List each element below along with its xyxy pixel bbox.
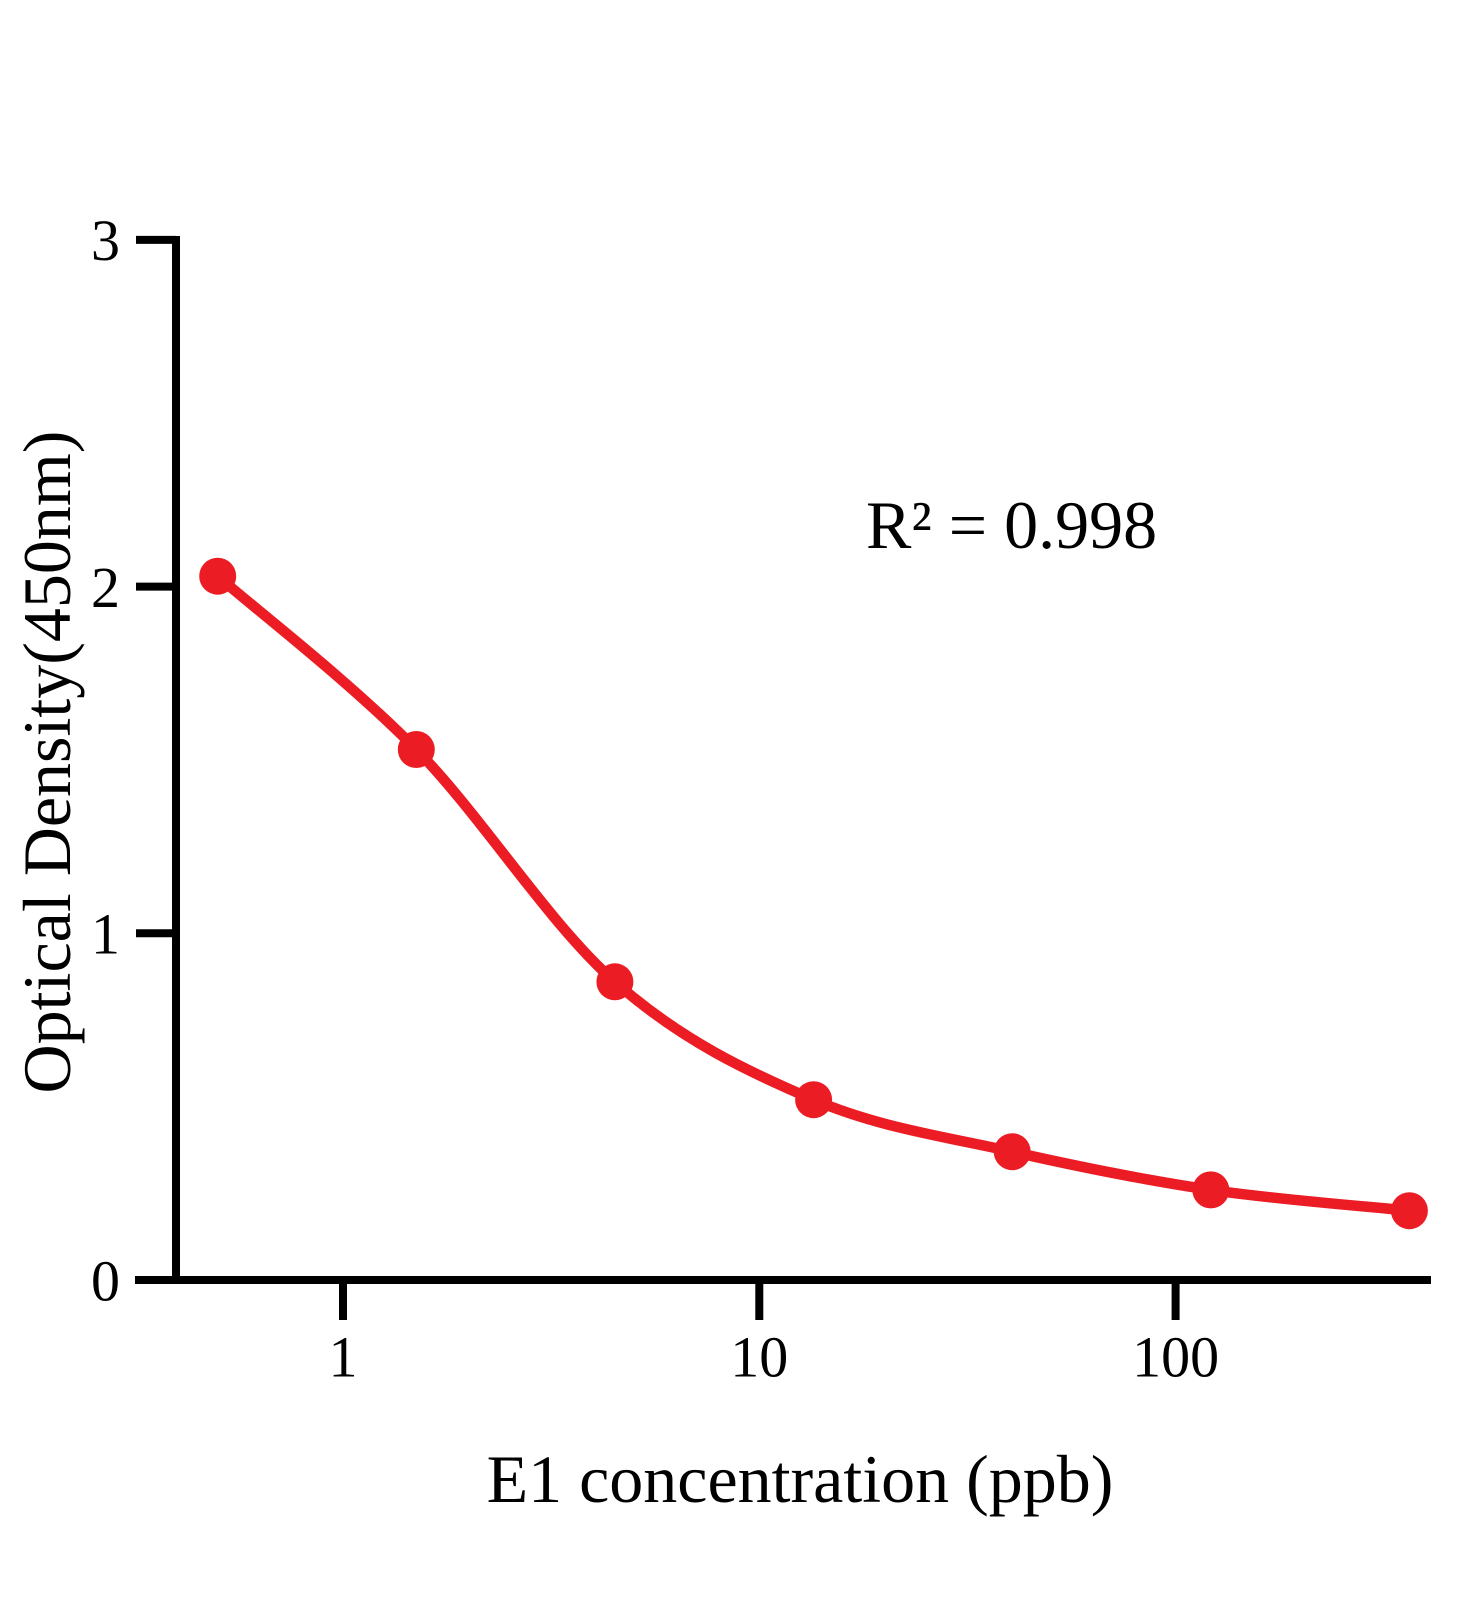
y-tick-label: 2 — [91, 555, 120, 620]
data-point — [993, 1133, 1031, 1171]
x-axis-title: E1 concentration (ppb) — [487, 1441, 1114, 1517]
data-point — [397, 731, 435, 768]
data-point — [795, 1081, 833, 1119]
ticks-layer: 1 10 100 0 1 2 3 — [91, 208, 1219, 1389]
x-tick-label: 1 — [329, 1324, 358, 1389]
data-point — [1390, 1192, 1428, 1230]
data-point — [596, 963, 634, 1001]
y-tick-label: 3 — [91, 208, 120, 273]
data-point — [199, 557, 237, 595]
y-tick-label: 1 — [91, 902, 120, 967]
data-point — [1192, 1171, 1230, 1209]
x-tick-label: 100 — [1132, 1324, 1219, 1389]
data-points-layer — [199, 557, 1428, 1230]
y-tick-label: 0 — [91, 1248, 120, 1313]
r-squared-annotation: R² = 0.998 — [866, 487, 1157, 563]
y-axis-title: Optical Density(450nm) — [9, 431, 85, 1094]
x-tick-label: 10 — [730, 1324, 788, 1389]
